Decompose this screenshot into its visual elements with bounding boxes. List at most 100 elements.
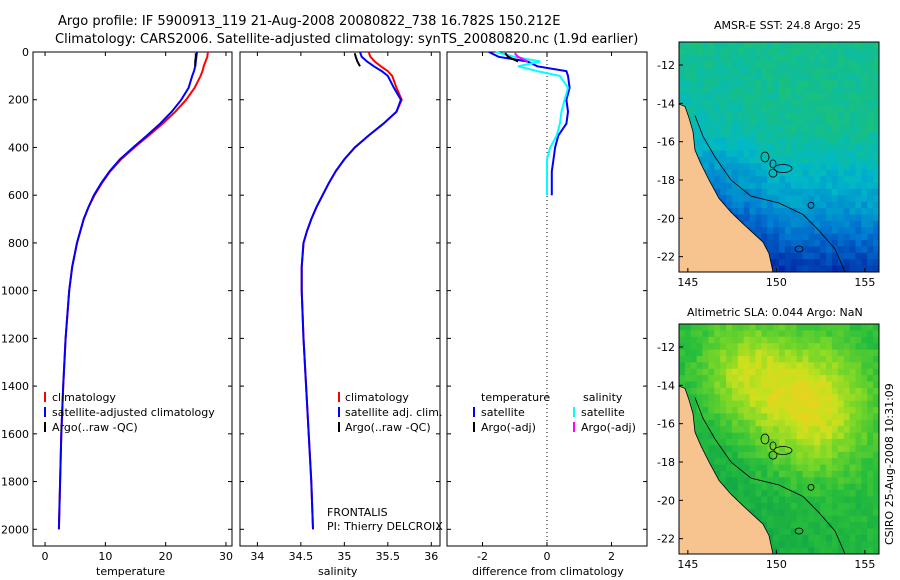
grid-cell <box>755 355 762 363</box>
grid-cell <box>873 381 879 389</box>
grid-cell <box>814 355 821 363</box>
grid-cell <box>749 125 756 132</box>
grid-cell <box>837 490 845 497</box>
grid-cell <box>826 163 833 171</box>
grid-cell <box>720 336 727 344</box>
grid-cell <box>779 470 786 478</box>
grid-cell <box>784 214 792 222</box>
grid-cell <box>843 445 851 453</box>
grid-cell <box>755 99 762 107</box>
grid-cell <box>773 490 780 497</box>
grid-cell <box>773 125 780 132</box>
grid-cell <box>796 259 803 267</box>
grid-cell <box>814 214 821 222</box>
grid-cell <box>684 375 692 382</box>
grid-cell <box>790 137 798 145</box>
grid-cell <box>831 195 839 203</box>
temperature-xtick-label: 30 <box>219 550 233 563</box>
grid-cell <box>826 432 833 440</box>
grid-cell <box>702 48 709 56</box>
grid-cell <box>743 73 751 81</box>
grid-cell <box>755 125 762 132</box>
grid-cell <box>767 227 774 235</box>
grid-cell <box>743 42 751 49</box>
grid-cell <box>855 343 862 351</box>
grid-cell <box>826 375 833 382</box>
grid-cell <box>714 144 721 152</box>
grid-cell <box>820 201 827 209</box>
grid-cell <box>737 336 745 344</box>
grid-cell <box>779 188 786 196</box>
grid-cell <box>749 118 756 126</box>
grid-cell <box>790 246 798 254</box>
grid-cell <box>831 67 839 75</box>
grid-cell <box>755 496 762 504</box>
grid-cell <box>761 502 768 510</box>
grid-cell <box>767 343 774 351</box>
grid-cell <box>808 144 815 152</box>
grid-cell <box>755 137 762 145</box>
grid-cell <box>773 515 780 523</box>
grid-cell <box>726 336 733 344</box>
grid-cell <box>802 541 809 549</box>
grid-cell <box>837 515 845 523</box>
grid-cell <box>873 362 879 370</box>
grid-cell <box>855 375 862 382</box>
grid-cell <box>796 330 803 338</box>
grid-cell <box>814 483 821 491</box>
grid-cell <box>749 343 756 351</box>
grid-cell <box>873 496 879 504</box>
grid-cell <box>708 451 715 459</box>
grid-cell <box>761 195 768 203</box>
grid-cell <box>767 394 774 402</box>
grid-cell <box>702 105 709 113</box>
grid-cell <box>831 105 839 113</box>
legend-sal-satellite: satellite adj. clim. <box>345 406 442 419</box>
grid-cell <box>826 131 833 139</box>
grid-cell <box>837 394 845 402</box>
difference-xtick-label: 2 <box>608 550 615 563</box>
grid-cell <box>749 86 756 94</box>
grid-cell <box>714 368 721 376</box>
grid-cell <box>755 387 762 395</box>
grid-cell <box>814 246 821 254</box>
grid-cell <box>720 150 727 158</box>
grid-cell <box>714 137 721 145</box>
grid-cell <box>873 515 879 523</box>
grid-cell <box>714 93 721 100</box>
grid-cell <box>873 131 879 139</box>
grid-cell <box>779 349 786 357</box>
grid-cell <box>761 137 768 145</box>
grid-cell <box>849 343 856 351</box>
project-name: FRONTALIS <box>327 506 388 519</box>
grid-cell <box>749 426 756 434</box>
grid-cell <box>784 112 792 120</box>
grid-cell <box>731 188 739 196</box>
grid-cell <box>814 131 821 139</box>
grid-cell <box>720 387 727 395</box>
grid-cell <box>714 54 721 62</box>
grid-cell <box>861 137 868 145</box>
reef-outline <box>769 159 777 169</box>
grid-cell <box>726 400 733 408</box>
grid-cell <box>802 502 809 510</box>
grid-cell <box>837 470 845 478</box>
grid-cell <box>867 54 874 62</box>
grid-cell <box>790 233 798 241</box>
grid-cell <box>784 426 792 434</box>
difference-series-temperature-argo-adj- <box>504 52 519 63</box>
grid-cell <box>790 362 798 370</box>
grid-cell <box>796 324 803 331</box>
grid-cell <box>790 220 798 228</box>
grid-cell <box>702 381 709 389</box>
grid-cell <box>796 265 803 272</box>
grid-cell <box>820 214 827 222</box>
grid-cell <box>831 490 839 497</box>
grid-cell <box>814 220 821 228</box>
grid-cell <box>837 483 845 491</box>
grid-cell <box>708 407 715 414</box>
grid-cell <box>826 528 833 536</box>
grid-cell <box>843 265 851 272</box>
grid-cell <box>831 394 839 402</box>
grid-cell <box>767 67 774 75</box>
